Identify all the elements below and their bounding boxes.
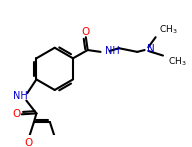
Text: O: O	[82, 27, 90, 37]
Text: NH: NH	[13, 91, 28, 101]
Text: NH: NH	[105, 46, 120, 56]
Text: CH$_3$: CH$_3$	[159, 24, 178, 36]
Text: CH$_3$: CH$_3$	[168, 56, 186, 68]
Text: O: O	[12, 109, 20, 119]
Text: N: N	[147, 44, 155, 54]
Text: O: O	[25, 138, 33, 147]
